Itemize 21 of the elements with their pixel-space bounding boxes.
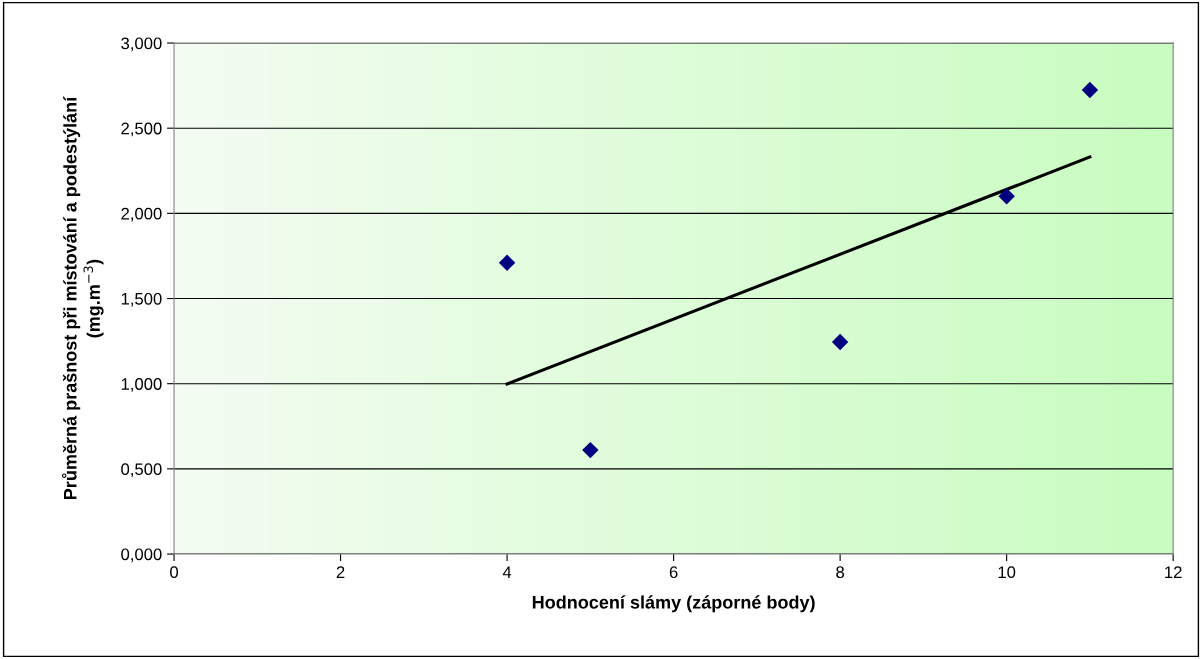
x-tick-label: 2 (336, 566, 345, 578)
x-tick-label: 10 (998, 566, 1016, 579)
y-axis-title: Průměrná prašnost při místování a podestýlání (mg.m$^{−3}$) (61, 96, 104, 499)
y-tick-label: 1,500 (121, 292, 162, 307)
point (998, 188, 1015, 205)
y-tick-label: 1,000 (121, 378, 162, 392)
point (831, 333, 849, 351)
x-tick-label: 6 (669, 566, 678, 579)
y-tick-label: 3,000 (121, 37, 162, 52)
x-axis-title: Hodnocení slámy (záporné body) (532, 595, 815, 613)
y-tick-label: 0,000 (121, 548, 162, 563)
y-tick-label: 0,500 (121, 463, 162, 478)
x-tick-label: 4 (502, 566, 512, 578)
x-tick-label: 8 (836, 566, 845, 579)
y-tick-label: 2,500 (121, 122, 162, 137)
point (582, 441, 599, 459)
x-tick-label: 12 (1165, 566, 1182, 578)
y-tick-label: 2,000 (121, 207, 162, 222)
x-tick-label: 0 (170, 566, 179, 579)
point (1081, 81, 1099, 99)
point (498, 254, 516, 271)
